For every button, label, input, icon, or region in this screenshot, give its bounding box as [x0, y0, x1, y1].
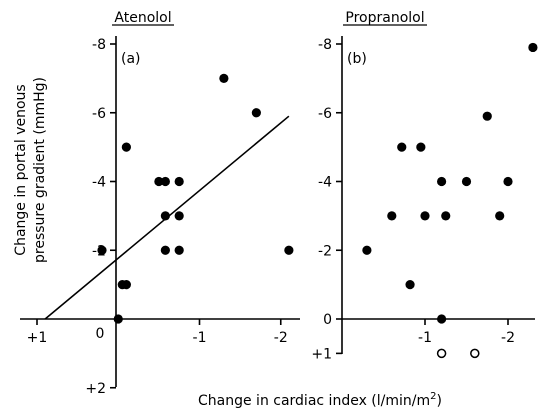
y-tick-label: +2 [85, 381, 106, 397]
data-point [528, 42, 538, 53]
data-point [121, 142, 131, 152]
data-point [121, 280, 131, 290]
data-point [405, 280, 415, 290]
data-point [482, 111, 492, 121]
x-tick-label: -1 [418, 330, 432, 346]
x-tick-label: -2 [501, 330, 515, 346]
data-point [251, 108, 261, 118]
data-point [420, 211, 430, 221]
data-point [495, 211, 505, 221]
data-point [461, 176, 472, 187]
y-axis-label-line1: Change in portal venous [13, 84, 29, 255]
panel-propranolol: Propranolol (b) -8 -6 -4 -2 0 +1 -1 -2 [311, 10, 538, 362]
y-tick-label: 0 [323, 312, 332, 328]
open-data-point [470, 348, 480, 359]
data-point [154, 176, 164, 187]
panel-label: (b) [347, 51, 367, 67]
x-tick-label: +1 [27, 330, 48, 346]
origin-label: 0 [96, 326, 105, 342]
y-tick-label: -4 [318, 175, 332, 191]
y-tick-label: -8 [92, 37, 106, 53]
panel-atenolol: Atenolol(a)-8-6-4-2+2+1-1-20 [20, 10, 300, 397]
data-point [160, 176, 170, 187]
data-point [503, 176, 513, 187]
data-point [174, 211, 184, 221]
y-tick-label: +1 [311, 346, 332, 362]
x-tick-label: -1 [193, 330, 207, 346]
data-point [160, 245, 170, 255]
y-axis-label-line2: pressure gradient (mmHg) [32, 77, 48, 263]
data-point [397, 142, 407, 152]
data-point [219, 73, 229, 83]
data-point [441, 211, 451, 221]
y-tick-label: -6 [92, 106, 106, 122]
data-point [97, 245, 107, 255]
data-point [387, 211, 397, 221]
y-tick-label: -6 [318, 106, 332, 122]
open-data-point [436, 348, 447, 359]
data-point [113, 314, 123, 324]
x-axis-label: Change in cardiac index (l/min/m2) [198, 391, 442, 409]
y-tick-label: -2 [318, 243, 332, 259]
chart-title: Propranolol [345, 10, 424, 26]
data-point [416, 142, 426, 152]
chart-title: Atenolol [114, 10, 171, 26]
y-tick-label: -8 [318, 37, 332, 53]
data-point [174, 245, 184, 255]
data-point [174, 176, 184, 187]
data-point [160, 211, 170, 221]
data-point [437, 176, 447, 187]
x-tick-label: -2 [274, 330, 288, 346]
data-point [437, 314, 447, 324]
data-point [284, 245, 294, 255]
data-point [362, 245, 372, 255]
panel-label: (a) [121, 51, 141, 67]
y-tick-label: -4 [92, 175, 106, 191]
